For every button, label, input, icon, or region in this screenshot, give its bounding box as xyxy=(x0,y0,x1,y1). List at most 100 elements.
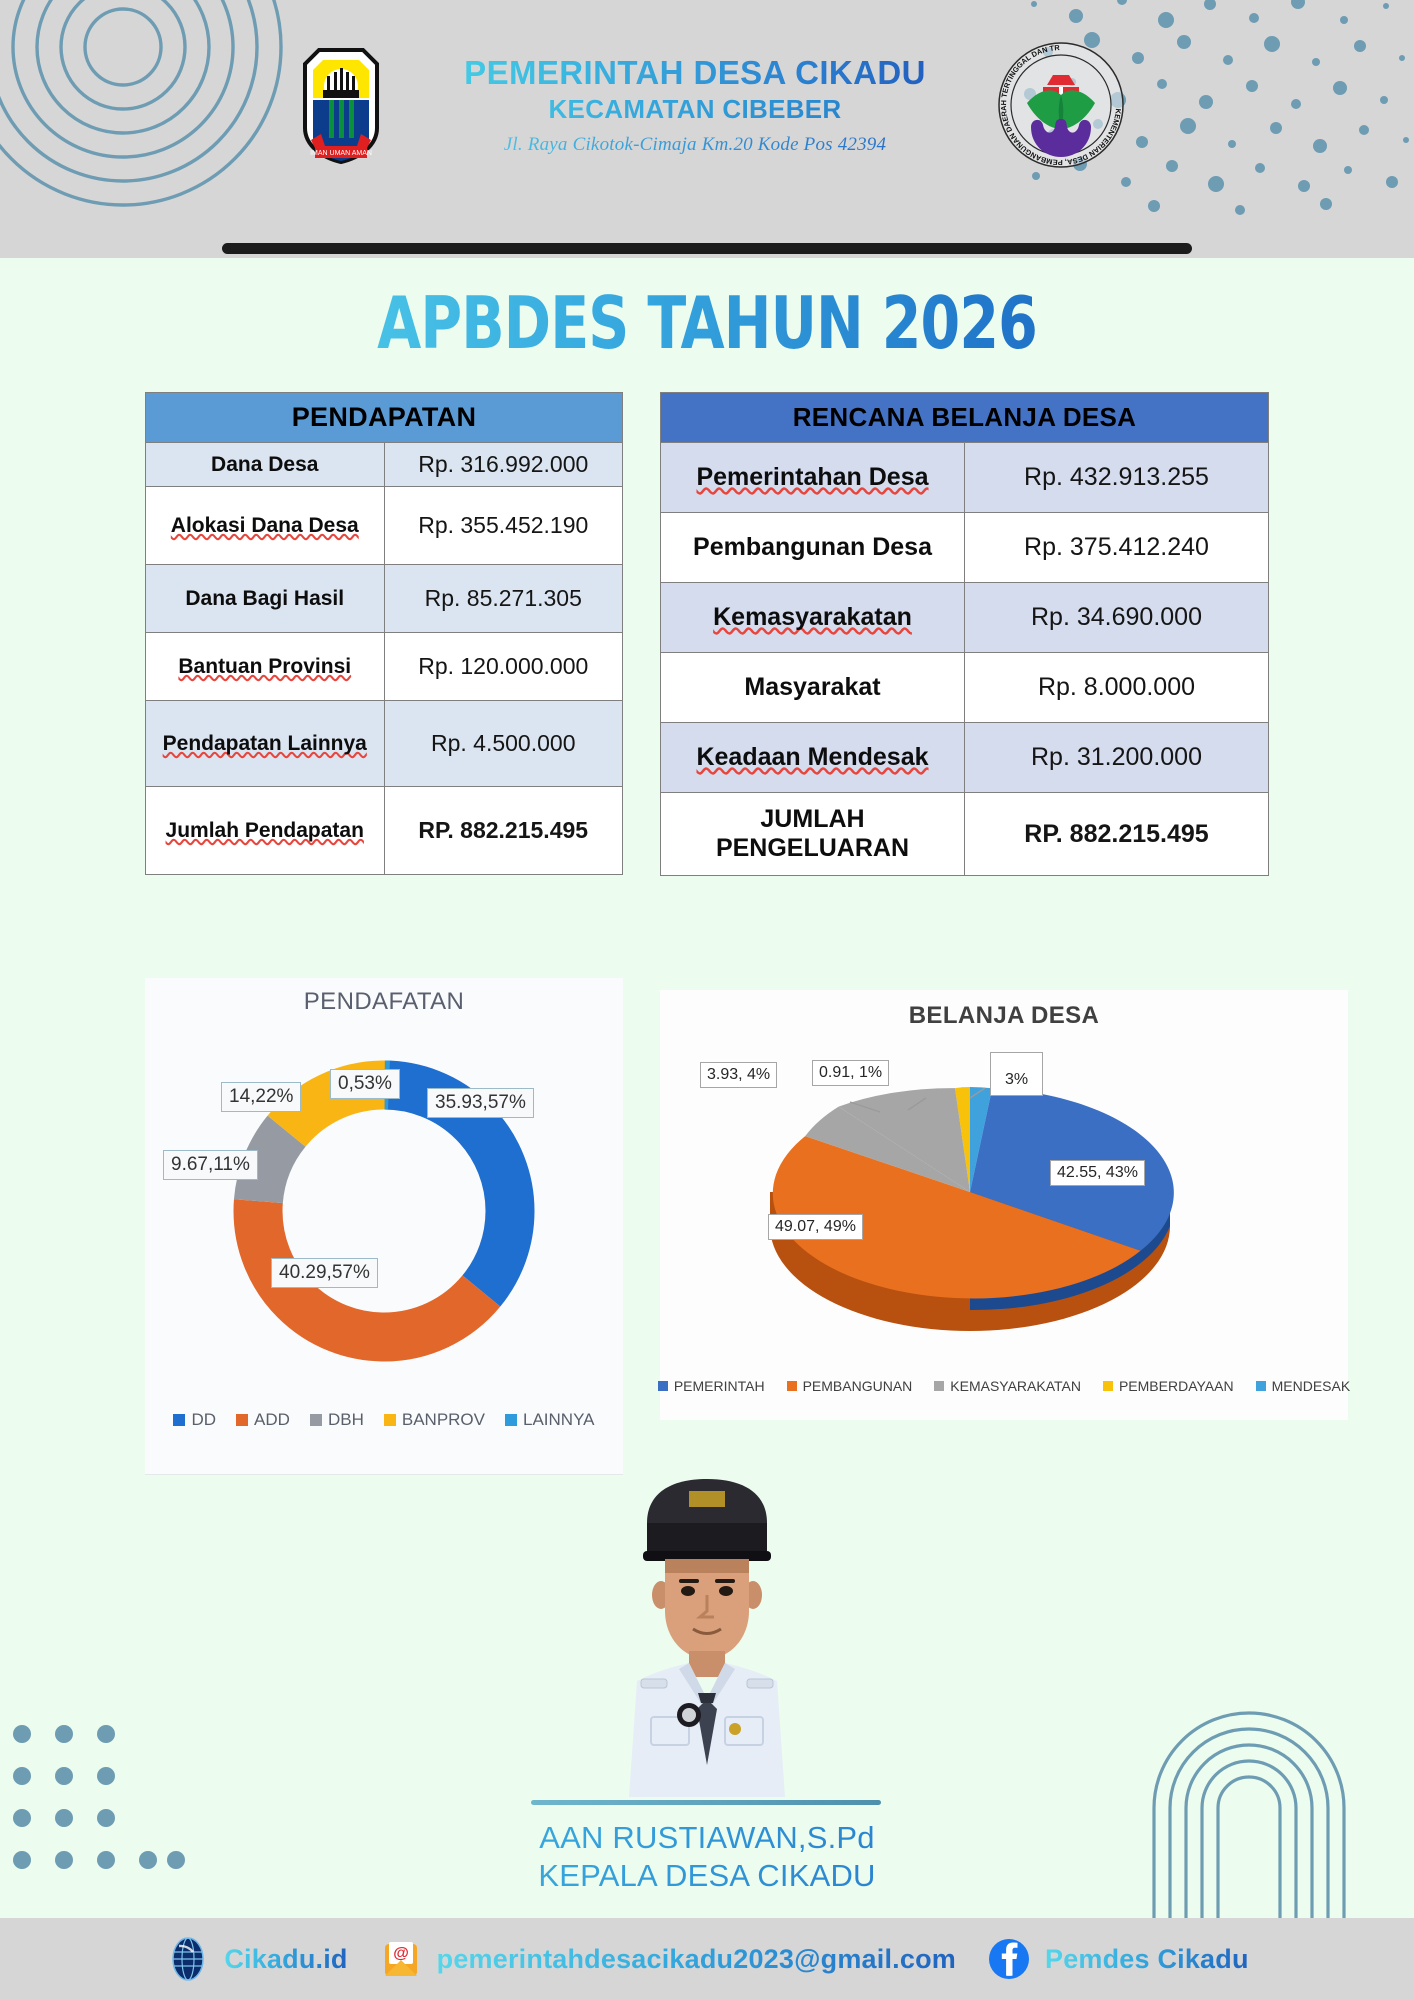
pie-data-label-pemberdayaan: 0.91, 1% xyxy=(812,1060,890,1086)
decorative-arches-icon xyxy=(1152,1711,1346,1918)
donut-data-label-lainnya: 0,53% xyxy=(330,1069,400,1099)
pie-data-label-pembangunan: 49.07, 49% xyxy=(768,1214,863,1240)
table-header-row: PENDAPATAN xyxy=(145,392,623,443)
table-row: Kemasyarakatan Rp. 34.690.000 xyxy=(660,582,1269,653)
pie-data-label-mendesak: 3% xyxy=(990,1052,1044,1096)
legend-item-lainnya: LAINNYA xyxy=(505,1410,595,1430)
legend-swatch-icon xyxy=(236,1414,249,1426)
row-value: Rp. 4.500.000 xyxy=(383,700,623,787)
legend-item-pemberdayaan: PEMBERDAYAAN xyxy=(1102,1378,1234,1394)
row-value: RP. 882.215.495 xyxy=(964,792,1269,876)
footer-website-text: Cikadu.id xyxy=(224,1943,348,1974)
row-value: Rp. 355.452.190 xyxy=(383,486,623,565)
legend-label: DD xyxy=(191,1410,217,1429)
header-text-block: PEMERINTAH DESA CIKADU KECAMATAN CIBEBER… xyxy=(415,54,975,155)
row-label: Bantuan Provinsi xyxy=(145,632,385,701)
legend-label: KEMASYARAKATAN xyxy=(950,1378,1081,1394)
table-row-total: JUMLAH PENGELUARAN RP. 882.215.495 xyxy=(660,792,1269,876)
row-label: Alokasi Dana Desa xyxy=(145,486,385,565)
row-label: Masyarakat xyxy=(660,652,965,723)
belanja-heading: RENCANA BELANJA DESA xyxy=(660,392,1269,443)
svg-text:IMAN UMAN AMAN: IMAN UMAN AMAN xyxy=(310,150,372,157)
row-value: Rp. 34.690.000 xyxy=(964,582,1269,653)
legend-swatch-icon xyxy=(786,1381,797,1391)
header-divider xyxy=(222,243,1192,254)
donut-data-label-dbh: 9.67,11% xyxy=(163,1150,258,1180)
row-value: RP. 882.215.495 xyxy=(383,786,623,875)
legend-label: PEMERINTAH xyxy=(673,1378,765,1394)
table-row: Dana Desa Rp. 316.992.000 xyxy=(145,442,623,487)
legend-swatch-icon xyxy=(1102,1381,1113,1391)
legend-item-banprov: BANPROV xyxy=(383,1410,485,1430)
signature-rule xyxy=(531,1800,881,1805)
legend-swatch-icon xyxy=(1255,1381,1266,1391)
legend-label: LAINNYA xyxy=(523,1410,595,1429)
legend-item-kemasyarakatan: KEMASYARAKATAN xyxy=(934,1378,1081,1394)
legend-item-dbh: DBH xyxy=(309,1410,364,1430)
legend-label: BANPROV xyxy=(401,1410,485,1429)
row-value: Rp. 120.000.000 xyxy=(383,632,623,701)
page-title: APBDES TAHUN 2026 xyxy=(85,287,1329,359)
signature-name: AAN RUSTIAWAN,S.Pd xyxy=(0,1818,1414,1858)
row-label: Dana Bagi Hasil xyxy=(145,564,385,633)
globe-icon xyxy=(172,1937,205,1981)
row-label: Pemerintahan Desa xyxy=(660,442,965,513)
legend-label: MENDESAK xyxy=(1271,1378,1351,1394)
email-icon: @ xyxy=(384,1942,417,1976)
row-value: Rp. 31.200.000 xyxy=(964,722,1269,793)
org-name-line2: KECAMATAN CIBEBER xyxy=(415,93,975,127)
legend-item-pembangunan: PEMBANGUNAN xyxy=(786,1378,913,1394)
footer-item-website[interactable]: Cikadu.id xyxy=(165,1936,347,1982)
legend-label: PEMBANGUNAN xyxy=(802,1378,913,1394)
legend-swatch-icon xyxy=(934,1381,945,1391)
facebook-icon xyxy=(988,1939,1029,1979)
table-row: Dana Bagi Hasil Rp. 85.271.305 xyxy=(145,564,623,633)
donut-data-label-add: 40.29,57% xyxy=(271,1258,378,1288)
belanja-table: RENCANA BELANJA DESA Pemerintahan Desa R… xyxy=(660,392,1269,876)
svg-text:@: @ xyxy=(393,1945,409,1962)
decorative-dot-grid-icon xyxy=(13,1725,185,1869)
page-header: IMAN UMAN AMAN PEMERINTAH DESA CIKADU KE… xyxy=(0,0,1414,258)
pie-legend: PEMERINTAH PEMBANGUNAN KEMASYARAKATAN PE… xyxy=(657,1378,1351,1394)
footer-item-facebook[interactable]: Pemdes Cikadu xyxy=(986,1936,1249,1982)
signature-role: KEPALA DESA CIKADU xyxy=(0,1856,1414,1896)
donut-data-label-dd: 35.93,57% xyxy=(427,1088,534,1118)
row-value: Rp. 8.000.000 xyxy=(964,652,1269,723)
legend-item-mendesak: MENDESAK xyxy=(1255,1378,1351,1394)
row-value: Rp. 85.271.305 xyxy=(383,564,623,633)
legend-label: ADD xyxy=(254,1410,290,1429)
legend-swatch-icon xyxy=(383,1414,396,1426)
row-value: Rp. 375.412.240 xyxy=(964,512,1269,583)
table-row: Alokasi Dana Desa Rp. 355.452.190 xyxy=(145,486,623,565)
row-label: JUMLAH PENGELUARAN xyxy=(660,792,965,876)
legend-swatch-icon xyxy=(309,1414,322,1426)
legend-item-dd: DD xyxy=(173,1410,216,1430)
table-header-row: RENCANA BELANJA DESA xyxy=(660,392,1269,443)
legend-item-add: ADD xyxy=(236,1410,290,1430)
pie-data-label-pemerintah: 42.55, 43% xyxy=(1050,1160,1145,1186)
pie-chart-title: BELANJA DESA xyxy=(908,1002,1100,1029)
legend-swatch-icon xyxy=(173,1414,186,1426)
pie-graphic xyxy=(770,1087,1174,1331)
table-row: Pendapatan Lainnya Rp. 4.500.000 xyxy=(145,700,623,787)
row-value: Rp. 316.992.000 xyxy=(383,442,623,487)
table-row: Pembangunan Desa Rp. 375.412.240 xyxy=(660,512,1269,583)
table-row: Keadaan Mendesak Rp. 31.200.000 xyxy=(660,722,1269,793)
table-row: Bantuan Provinsi Rp. 120.000.000 xyxy=(145,632,623,701)
table-row: Masyarakat Rp. 8.000.000 xyxy=(660,652,1269,723)
table-row: Pemerintahan Desa Rp. 432.913.255 xyxy=(660,442,1269,513)
org-name-line1: PEMERINTAH DESA CIKADU xyxy=(415,54,975,92)
legend-swatch-icon xyxy=(505,1414,517,1426)
legend-label: PEMBERDAYAAN xyxy=(1118,1378,1234,1394)
row-label: Kemasyarakatan xyxy=(660,582,965,653)
page-footer: Cikadu.id @ pemerintahdesacikadu2023@gma… xyxy=(0,1918,1414,2000)
pendapatan-heading: PENDAPATAN xyxy=(145,392,623,443)
table-row-total: Jumlah Pendapatan RP. 882.215.495 xyxy=(145,786,623,875)
kepala-desa-portrait xyxy=(629,1479,785,1797)
legend-label: DBH xyxy=(327,1410,364,1429)
row-value: Rp. 432.913.255 xyxy=(964,442,1269,513)
pie-data-label-kemasyarakatan: 3.93, 4% xyxy=(700,1062,778,1088)
donut-chart-title: PENDAFATAN xyxy=(303,988,465,1015)
footer-facebook-text: Pemdes Cikadu xyxy=(1044,1943,1249,1974)
footer-item-email[interactable]: @ pemerintahdesacikadu2023@gmail.com xyxy=(378,1936,956,1982)
